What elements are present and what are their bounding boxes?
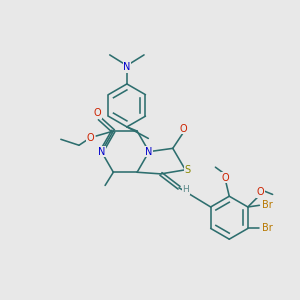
Text: N: N — [123, 62, 130, 72]
Text: S: S — [184, 165, 191, 175]
Text: O: O — [221, 173, 229, 183]
Text: N: N — [145, 147, 153, 157]
Text: H: H — [182, 185, 189, 194]
Text: Br: Br — [262, 224, 272, 233]
Text: O: O — [180, 124, 188, 134]
Text: O: O — [93, 108, 101, 118]
Text: O: O — [256, 188, 264, 197]
Text: Br: Br — [262, 200, 272, 210]
Text: N: N — [98, 147, 105, 157]
Text: O: O — [87, 133, 94, 143]
